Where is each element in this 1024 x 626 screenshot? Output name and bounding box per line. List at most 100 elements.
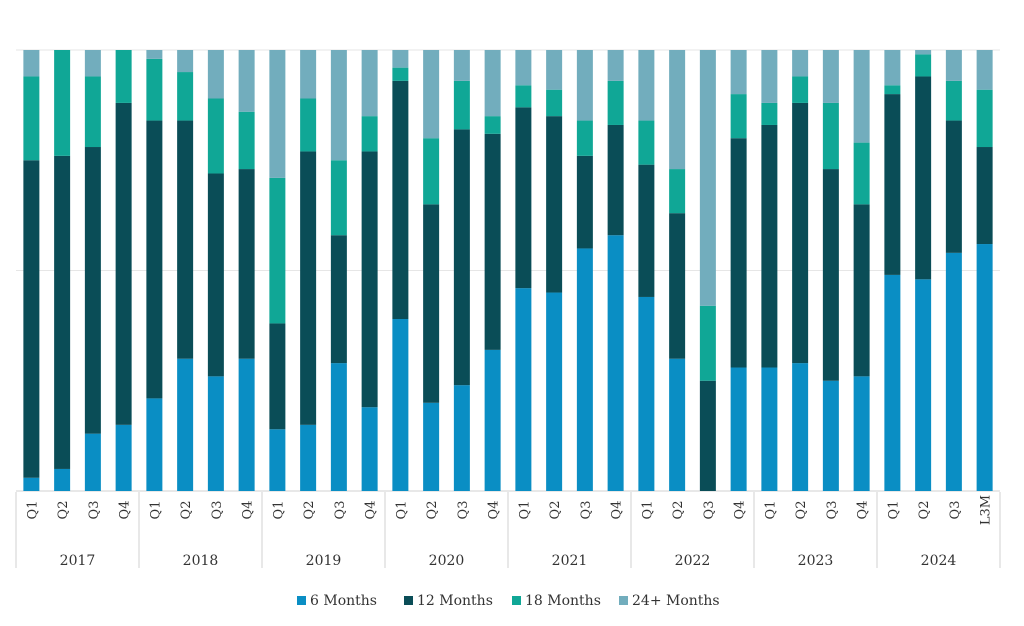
year-label: 2020: [429, 553, 465, 569]
bar-segment: [730, 50, 747, 95]
bar-segment: [269, 177, 286, 324]
bar-segment: [300, 98, 317, 152]
bar-stack: [484, 50, 501, 491]
bar-segment: [423, 402, 440, 491]
bar-segment: [761, 367, 778, 491]
bar-stack: [884, 50, 901, 491]
bar-segment: [238, 358, 255, 491]
bar-segment: [23, 477, 40, 491]
bar-segment: [238, 50, 255, 112]
year-label: 2019: [306, 553, 342, 569]
bar-segment: [207, 376, 224, 491]
bar-segment: [269, 323, 286, 430]
bar-segment: [607, 235, 624, 491]
x-tick-label: Q1: [25, 501, 40, 520]
x-tick-label: Q1: [517, 501, 532, 520]
x-tick-label: Q3: [825, 501, 840, 520]
bar-segment: [515, 288, 532, 491]
bar-segment: [699, 305, 716, 381]
bar-stack: [23, 50, 40, 491]
bar-segment: [361, 407, 378, 491]
bar-segment: [330, 235, 347, 364]
x-tick-label: Q4: [733, 501, 748, 520]
x-tick-labels: Q1 Q2 Q3 Q4 Q1 Q2 Q3 Q4 Q1 Q2 Q3 Q4 Q1 Q2 Q3 Q4 Q1 Q2 Q3 Q4…: [25, 495, 993, 525]
bar-segment: [54, 468, 71, 491]
x-tick-label: Q1: [394, 501, 409, 520]
bar-segment: [84, 50, 101, 77]
bar-segment: [515, 50, 532, 86]
bar-stack: [730, 50, 747, 491]
bar-stack: [699, 50, 716, 491]
x-tick-label: Q2: [425, 501, 440, 520]
bar-segment: [453, 80, 470, 130]
bar-stack: [330, 50, 347, 491]
legend-swatch: [297, 596, 306, 605]
bar-segment: [546, 116, 563, 293]
legend-item: 24+ Months: [619, 593, 720, 609]
bar-segment: [945, 50, 962, 81]
bar-segment: [453, 385, 470, 491]
bar-stack: [300, 50, 317, 491]
bar-segment: [515, 107, 532, 289]
bar-stack: [361, 50, 378, 491]
bar-segment: [669, 213, 686, 359]
bar-stack: [915, 50, 932, 491]
bar-stack: [853, 50, 870, 491]
bar-segment: [576, 50, 593, 121]
x-tick-label: Q2: [917, 501, 932, 520]
bar-segment: [915, 279, 932, 491]
legend-item: 6 Months: [297, 593, 377, 609]
bar-stack: [115, 50, 132, 491]
year-group-labels: 2017 2018 2019 2020 2021 2022 2023 2024: [15, 492, 1001, 569]
bar-stack: [822, 50, 839, 491]
bar-segment: [484, 116, 501, 134]
bar-segment: [392, 50, 409, 68]
legend-swatch: [404, 596, 413, 605]
x-tick-label: Q4: [118, 501, 133, 520]
bar-segment: [884, 94, 901, 275]
bar-segment: [207, 98, 224, 174]
bar-segment: [853, 142, 870, 205]
bar-segment: [607, 124, 624, 236]
year-label: 2022: [675, 553, 711, 569]
bar-segment: [423, 204, 440, 403]
bar-segment: [23, 76, 40, 161]
bar-segment: [269, 50, 286, 178]
bar-stack: [576, 50, 593, 491]
x-tick-label: Q1: [148, 501, 163, 520]
bar-segment: [115, 424, 132, 491]
bar-segment: [822, 169, 839, 381]
bar-segment: [638, 50, 655, 121]
year-label: 2021: [552, 553, 588, 569]
bar-segment: [423, 138, 440, 205]
x-tick-label: Q1: [271, 501, 286, 520]
bar-segment: [884, 85, 901, 95]
year-label: 2023: [798, 553, 834, 569]
bar-segment: [730, 138, 747, 368]
bar-segment: [361, 151, 378, 408]
x-tick-label: Q4: [241, 501, 256, 520]
bar-segment: [453, 129, 470, 386]
x-tick-label: Q2: [56, 501, 71, 520]
bar-segment: [238, 111, 255, 170]
bar-segment: [300, 151, 317, 425]
bar-stack: [392, 50, 409, 491]
bar-segment: [792, 102, 809, 364]
bar-segment: [146, 50, 163, 59]
x-tick-label: Q3: [333, 501, 348, 520]
bar-segment: [84, 147, 101, 434]
x-tick-label: Q3: [210, 501, 225, 520]
bar-segment: [115, 102, 132, 425]
bar-segment: [146, 120, 163, 399]
bar-stack: [945, 50, 962, 491]
x-tick-label: L3M: [979, 495, 994, 525]
bar-segment: [976, 244, 993, 491]
bar-segment: [207, 50, 224, 99]
bar-segment: [23, 50, 40, 77]
bar-segment: [146, 398, 163, 491]
bar-segment: [976, 147, 993, 245]
x-tick-label: Q3: [87, 501, 102, 520]
year-label: 2018: [183, 553, 219, 569]
bar-segment: [300, 424, 317, 491]
